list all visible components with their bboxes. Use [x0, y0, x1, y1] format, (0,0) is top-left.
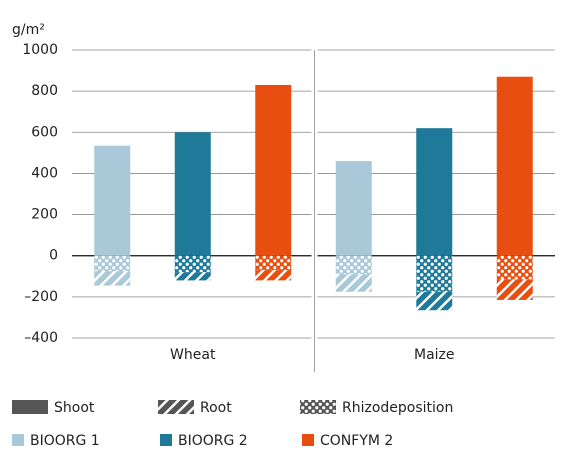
y-tick-label: 200	[31, 207, 58, 223]
legend-swatch	[302, 434, 314, 446]
bar-segment	[416, 128, 453, 256]
y-axis-label: g/m²	[12, 22, 45, 38]
y-tick-label: 1000	[22, 42, 58, 58]
y-tick-label: –200	[24, 289, 58, 305]
legend-swatch	[12, 434, 24, 446]
legend-swatch	[160, 434, 172, 446]
bar-segment	[255, 270, 292, 281]
bar-segment	[335, 274, 372, 292]
legend-label: CONFYM 2	[320, 433, 393, 449]
bar-segment	[94, 271, 131, 286]
legend-swatch	[158, 400, 194, 414]
y-tick-label: 400	[31, 165, 58, 181]
y-tick-label: 800	[31, 83, 58, 99]
bar-segment	[335, 255, 372, 275]
y-tick-label: 600	[31, 124, 58, 140]
legend-label: Root	[200, 400, 232, 416]
bar-segment	[255, 84, 292, 256]
y-tick-label: 0	[49, 248, 58, 264]
bar-segment	[255, 255, 292, 271]
bar-segment	[94, 145, 131, 256]
legend-label: Shoot	[54, 400, 95, 416]
x-tick-label: Wheat	[170, 347, 216, 363]
bar-segment	[174, 272, 211, 281]
legend-swatch	[300, 400, 336, 414]
bar-segment	[335, 161, 372, 256]
legend-label: Rhizodeposition	[342, 400, 453, 416]
legend-swatch	[12, 400, 48, 414]
bar-segment	[174, 132, 211, 256]
x-tick-label: Maize	[414, 347, 455, 363]
bar-segment	[496, 279, 533, 300]
y-tick-label: –400	[24, 330, 58, 346]
legend-label: BIOORG 2	[178, 433, 248, 449]
bar-segment	[416, 255, 453, 292]
legend-label: BIOORG 1	[30, 433, 100, 449]
bar-segment	[496, 76, 533, 256]
bar-segment	[94, 255, 131, 272]
bar-segment	[174, 255, 211, 273]
bar-segment	[496, 255, 533, 280]
bar-segment	[416, 291, 453, 311]
